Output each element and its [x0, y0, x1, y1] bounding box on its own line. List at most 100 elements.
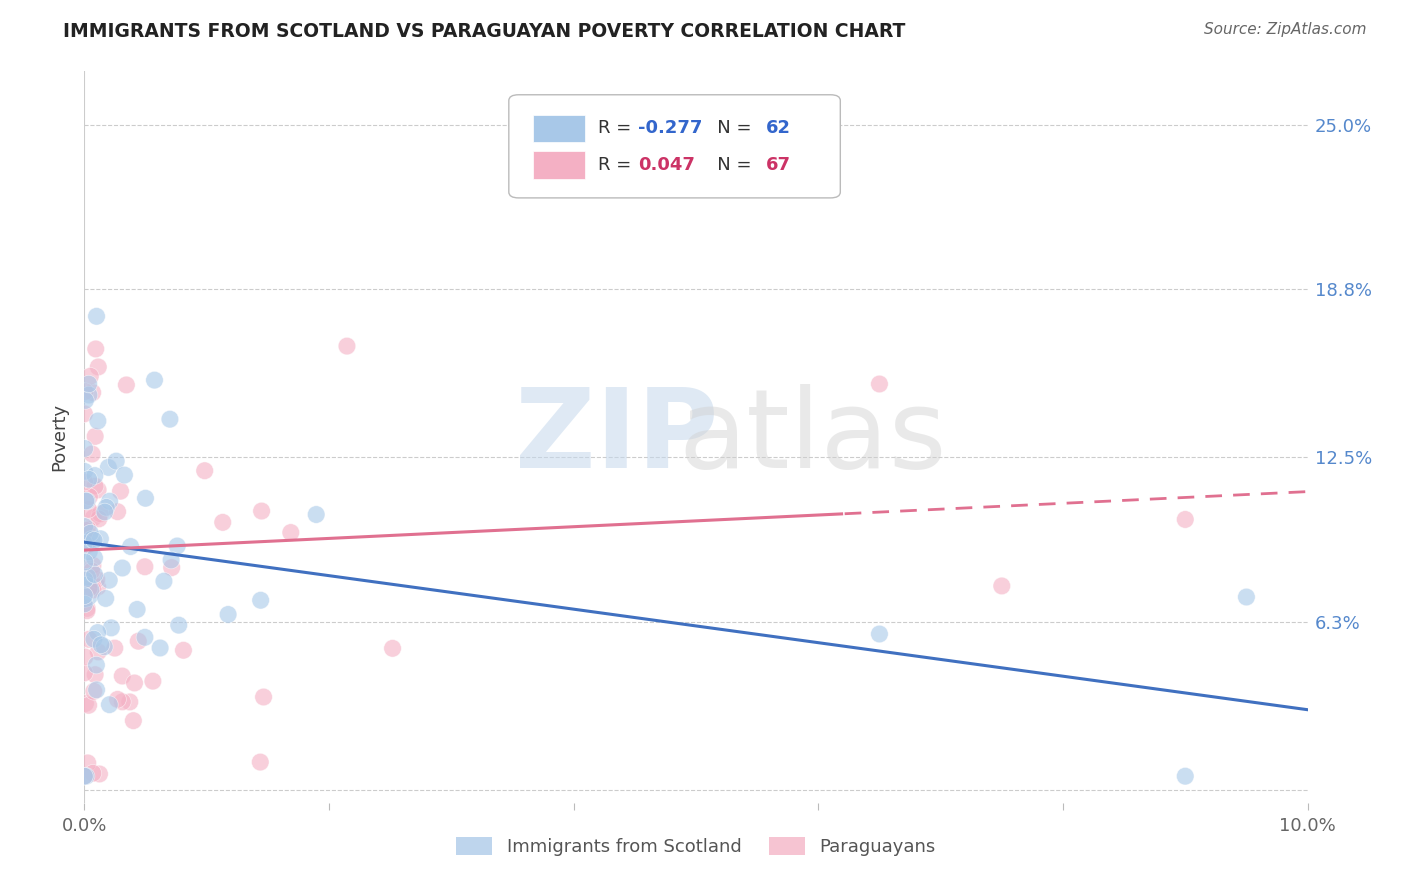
- Point: [73, 597, 96, 611]
- Point: [73, 442, 96, 456]
- Point: [1174, 769, 1197, 783]
- Point: [783, 157, 806, 171]
- Legend: Immigrants from Scotland, Paraguayans: Immigrants from Scotland, Paraguayans: [449, 830, 943, 863]
- Point: [107, 505, 129, 519]
- Point: [86, 658, 108, 673]
- Point: [381, 641, 404, 656]
- Point: [991, 579, 1014, 593]
- Point: [76, 604, 98, 618]
- Text: atlas: atlas: [678, 384, 946, 491]
- FancyBboxPatch shape: [509, 95, 841, 198]
- Point: [105, 454, 128, 468]
- Point: [73, 573, 96, 587]
- Point: [75, 697, 97, 711]
- Point: [82, 385, 104, 400]
- Point: [160, 553, 183, 567]
- Point: [79, 526, 101, 541]
- Point: [93, 640, 115, 654]
- Point: [89, 507, 111, 521]
- Point: [79, 490, 101, 504]
- Text: 0.047: 0.047: [638, 156, 696, 174]
- Point: [73, 584, 96, 599]
- Point: [82, 510, 104, 524]
- Point: [134, 630, 156, 644]
- Point: [111, 561, 134, 575]
- Point: [73, 519, 96, 533]
- Point: [83, 684, 105, 698]
- Point: [75, 393, 97, 408]
- Point: [115, 378, 138, 392]
- Point: [166, 539, 188, 553]
- Text: N =: N =: [700, 120, 756, 137]
- Point: [211, 516, 233, 530]
- Point: [84, 429, 107, 443]
- Point: [75, 494, 97, 508]
- Point: [76, 522, 98, 536]
- Point: [336, 339, 359, 353]
- Text: R =: R =: [598, 120, 637, 137]
- Text: IMMIGRANTS FROM SCOTLAND VS PARAGUAYAN POVERTY CORRELATION CHART: IMMIGRANTS FROM SCOTLAND VS PARAGUAYAN P…: [63, 22, 905, 41]
- Point: [77, 502, 100, 516]
- Point: [80, 564, 103, 578]
- Point: [98, 698, 121, 712]
- Point: [98, 573, 121, 587]
- Point: [77, 472, 100, 486]
- Point: [76, 538, 98, 552]
- Point: [98, 494, 121, 508]
- Point: [73, 475, 96, 489]
- Point: [77, 388, 100, 402]
- Point: [82, 558, 104, 573]
- Point: [73, 769, 96, 783]
- Point: [134, 559, 156, 574]
- Point: [82, 447, 104, 461]
- Point: [75, 769, 97, 783]
- Text: -0.277: -0.277: [638, 120, 703, 137]
- Point: [118, 695, 141, 709]
- Point: [83, 550, 105, 565]
- Point: [96, 500, 118, 515]
- Point: [111, 669, 134, 683]
- Point: [73, 650, 96, 665]
- Point: [82, 582, 104, 597]
- Point: [1174, 512, 1197, 526]
- Point: [83, 632, 105, 647]
- Text: N =: N =: [700, 156, 756, 174]
- Point: [76, 494, 98, 508]
- Text: Source: ZipAtlas.com: Source: ZipAtlas.com: [1204, 22, 1367, 37]
- Point: [77, 698, 100, 713]
- Point: [73, 769, 96, 783]
- Point: [73, 407, 96, 421]
- Point: [127, 602, 149, 616]
- Point: [1236, 590, 1258, 604]
- Point: [73, 589, 96, 603]
- Text: 62: 62: [766, 120, 790, 137]
- Point: [79, 369, 101, 384]
- Point: [87, 414, 110, 428]
- Point: [280, 525, 302, 540]
- Point: [73, 464, 96, 478]
- Point: [83, 468, 105, 483]
- Point: [149, 640, 172, 655]
- Point: [124, 676, 146, 690]
- Point: [82, 766, 104, 780]
- Point: [86, 310, 108, 324]
- Point: [122, 714, 145, 728]
- Point: [194, 464, 217, 478]
- Point: [87, 645, 110, 659]
- Point: [76, 756, 98, 770]
- Point: [87, 483, 110, 497]
- Point: [249, 755, 271, 769]
- Point: [869, 376, 891, 391]
- Point: [77, 582, 100, 596]
- Point: [90, 638, 112, 652]
- Point: [86, 573, 108, 587]
- Point: [89, 767, 111, 781]
- Point: [305, 508, 328, 522]
- Point: [87, 512, 110, 526]
- Point: [142, 674, 165, 689]
- Point: [73, 555, 96, 569]
- Text: 67: 67: [766, 156, 790, 174]
- Point: [73, 536, 96, 550]
- Text: R =: R =: [598, 156, 637, 174]
- Y-axis label: Poverty: Poverty: [51, 403, 69, 471]
